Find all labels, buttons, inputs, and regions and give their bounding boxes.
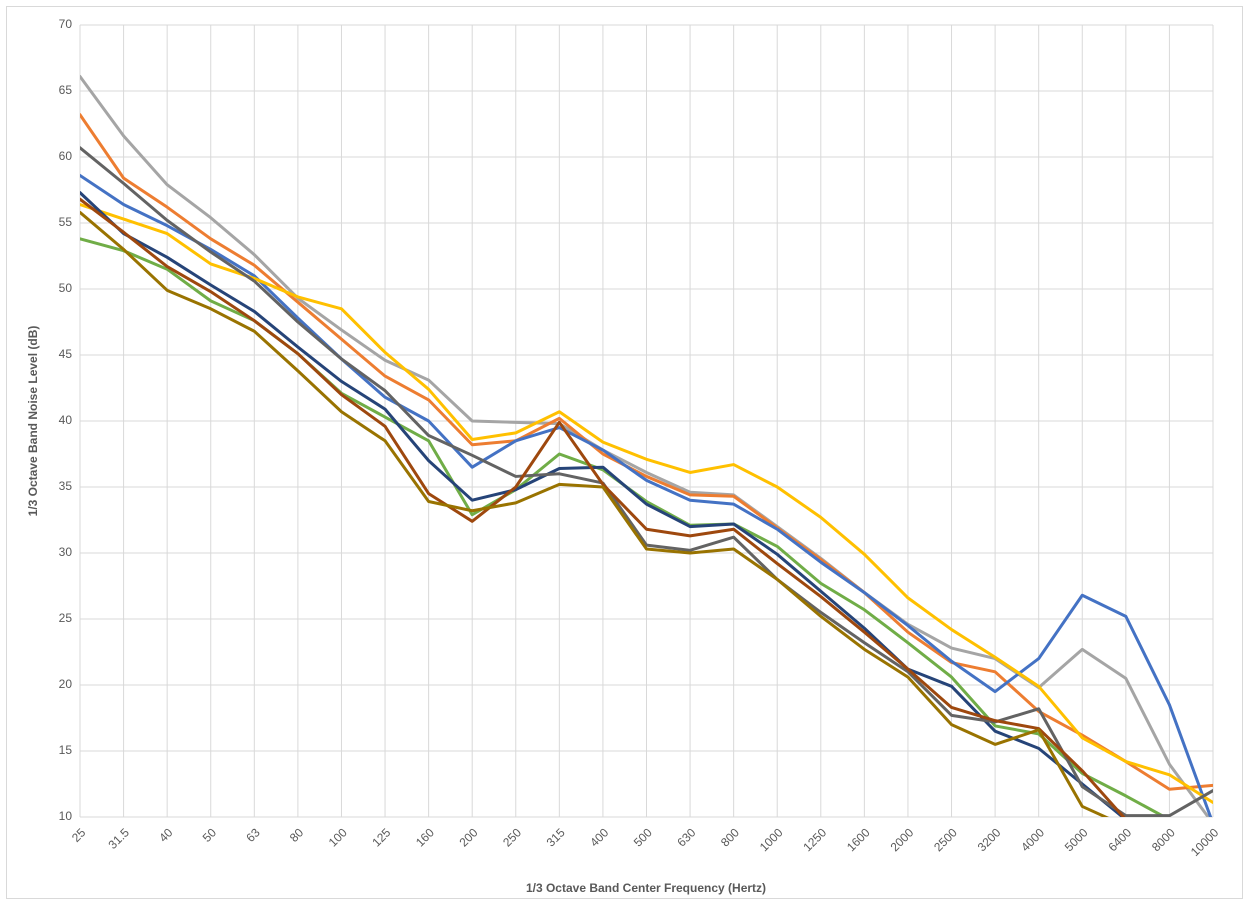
y-tick-label: 40 bbox=[59, 413, 73, 427]
y-tick-label: 70 bbox=[59, 17, 73, 31]
y-tick-label: 60 bbox=[59, 149, 73, 163]
series-line bbox=[80, 173, 1213, 817]
series-line bbox=[80, 210, 1110, 817]
series-line bbox=[80, 113, 1213, 791]
y-tick-label: 65 bbox=[59, 83, 73, 97]
series-line bbox=[80, 197, 1126, 817]
series-line bbox=[80, 191, 1125, 817]
y-axis-title: 1/3 Octave Band Noise Level (dB) bbox=[26, 326, 40, 517]
plot-lines bbox=[80, 74, 1213, 817]
y-tick-label: 45 bbox=[59, 347, 73, 361]
chart-border bbox=[6, 6, 1243, 899]
y-tick-label: 35 bbox=[59, 479, 73, 493]
y-tick-label: 15 bbox=[59, 743, 73, 757]
y-tick-label: 55 bbox=[59, 215, 73, 229]
y-tick-label: 25 bbox=[59, 611, 73, 625]
y-tick-label: 10 bbox=[59, 809, 73, 823]
y-tick-label: 20 bbox=[59, 677, 73, 691]
series-line bbox=[80, 203, 1213, 804]
y-tick-label: 50 bbox=[59, 281, 73, 295]
y-tick-label: 30 bbox=[59, 545, 73, 559]
x-axis-title: 1/3 Octave Band Center Frequency (Hertz) bbox=[526, 881, 766, 895]
series-line bbox=[80, 146, 1213, 817]
